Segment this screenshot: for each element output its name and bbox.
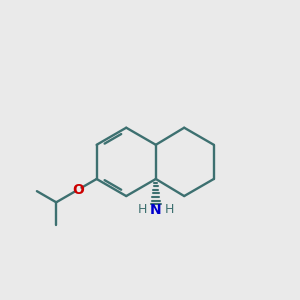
Text: H: H [138,203,147,216]
Text: O: O [72,183,84,197]
Text: H: H [164,203,174,216]
Text: N: N [150,203,162,217]
